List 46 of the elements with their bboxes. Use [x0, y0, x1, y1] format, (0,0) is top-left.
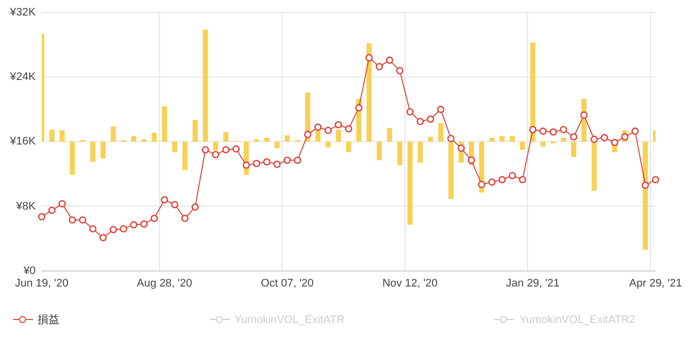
x-tick-label: Jan 29, '21	[506, 277, 560, 290]
bar	[182, 142, 188, 170]
bar	[223, 132, 228, 142]
bar	[326, 142, 331, 148]
bar	[90, 142, 96, 162]
bar	[428, 136, 434, 142]
bar	[540, 142, 546, 147]
bar	[407, 142, 413, 225]
bar	[387, 128, 392, 142]
bar	[70, 142, 75, 175]
bar	[152, 132, 157, 142]
bar	[376, 142, 382, 160]
bar	[60, 130, 65, 142]
x-tick-label: Nov 12, '20	[382, 277, 438, 290]
bar	[560, 138, 566, 142]
bar	[131, 136, 136, 142]
bar	[510, 136, 515, 142]
x-tick-label: Aug 28, '20	[136, 277, 192, 290]
x-tick-label: Apr 29, '21	[629, 277, 682, 290]
y-tick-label: ¥32K	[8, 6, 36, 19]
bar	[346, 142, 352, 152]
bar	[438, 123, 444, 142]
bar	[397, 142, 402, 166]
legend-label: 損益	[38, 313, 60, 327]
bar	[642, 142, 648, 250]
bar	[274, 142, 280, 148]
bar	[489, 138, 494, 142]
bar	[100, 142, 106, 159]
y-tick-label: ¥24K	[8, 71, 36, 84]
x-tick-label: Oct 07, '20	[260, 277, 314, 290]
bar	[110, 126, 116, 142]
bar	[418, 142, 423, 163]
x-tick-label: Jun 19, '20	[14, 277, 68, 290]
bar	[49, 130, 54, 142]
bar	[520, 142, 526, 150]
bar	[530, 42, 536, 142]
bar	[192, 120, 198, 142]
y-tick-label: ¥8K	[15, 200, 36, 212]
y-tick-label: ¥0	[22, 264, 36, 277]
bar	[500, 136, 505, 142]
bar	[172, 142, 178, 152]
y-tick-label: ¥16K	[8, 136, 36, 148]
bar	[162, 106, 168, 142]
bar	[264, 138, 270, 142]
bar	[284, 135, 290, 142]
bar	[202, 30, 208, 142]
